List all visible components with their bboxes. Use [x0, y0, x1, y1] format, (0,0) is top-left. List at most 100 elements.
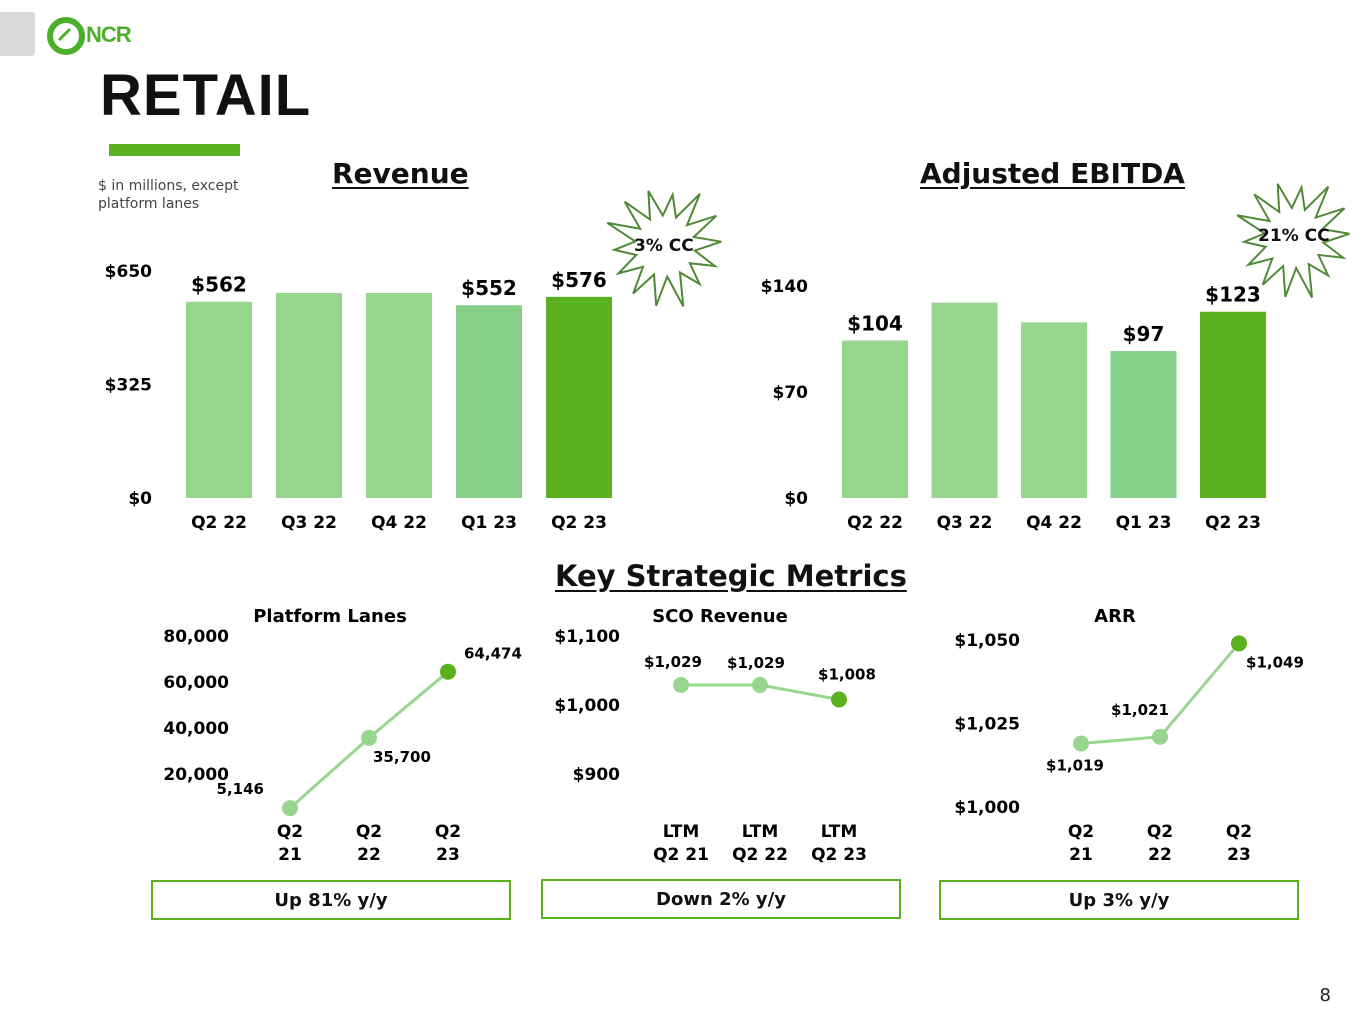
lanes-x-label-line1: Q2	[277, 822, 303, 842]
lanes-x-label-line1: Q2	[356, 822, 382, 842]
ebitda-bar	[1021, 322, 1087, 498]
arr-y-tick-label: $1,025	[954, 715, 1020, 735]
arr-series-line	[1080, 642, 1241, 746]
ebitda-bars	[842, 302, 1266, 498]
sco-summary-box: Down 2% y/y	[541, 879, 901, 919]
lanes-chart-title: Platform Lanes	[253, 606, 407, 627]
ebitda-x-label: Q1 23	[1116, 513, 1172, 533]
arr-x-label-line2: 22	[1148, 845, 1172, 865]
revenue-y-tick-label: $650	[105, 262, 152, 282]
sco-point-label: $1,029	[644, 653, 702, 671]
metrics-title: Key Strategic Metrics	[555, 559, 907, 593]
ebitda-bar	[931, 302, 998, 498]
sco-y-tick-label: $900	[573, 765, 620, 785]
ebitda-bar	[842, 340, 908, 498]
ebitda-x-label: Q2 22	[847, 513, 903, 533]
revenue-bar	[546, 296, 612, 498]
arr-x-label-line1: Q2	[1226, 822, 1252, 842]
sco-x-label-line1: LTM	[821, 822, 858, 842]
revenue-chart-title: Revenue	[332, 157, 469, 190]
title-underline-bar	[109, 144, 240, 156]
lanes-y-tick-label: 60,000	[163, 673, 229, 693]
sco-point	[831, 691, 847, 708]
revenue-bar	[276, 293, 342, 498]
sco-y-tick-label: $1,100	[554, 627, 620, 647]
revenue-x-label: Q2 22	[191, 513, 247, 533]
sco-chart: SCO Revenue $900 $1,000 $1,100 $1,029 LTM Q2 2…	[554, 606, 876, 865]
arr-x-label-line1: Q2	[1068, 822, 1094, 842]
lanes-x-label-line2: 23	[436, 845, 460, 865]
ebitda-y-ticks: $0 $70 $140	[761, 277, 808, 509]
arr-y-tick-label: $1,000	[954, 798, 1020, 818]
revenue-bars	[186, 293, 612, 498]
sco-point	[752, 676, 768, 693]
revenue-x-labels: Q2 22 Q3 22 Q4 22 Q1 23 Q2 23	[191, 513, 607, 533]
ebitda-bar-label: $104	[847, 312, 903, 336]
arr-point	[1152, 728, 1168, 745]
ebitda-x-label: Q2 23	[1205, 513, 1261, 533]
side-tab	[0, 12, 35, 56]
ebitda-x-label: Q3 22	[937, 513, 993, 533]
ncr-logo-icon	[47, 17, 85, 55]
page-title: RETAIL	[100, 63, 312, 128]
lanes-chart: Platform Lanes 20,000 40,000 60,000 80,000 5,…	[163, 606, 522, 865]
sco-x-label-line2: Q2 22	[732, 845, 788, 865]
revenue-callout-label: 3% CC	[634, 236, 694, 256]
revenue-bar-labels: $562 $552 $576	[191, 268, 607, 300]
lanes-point	[361, 729, 377, 746]
sco-y-tick-label: $1,000	[554, 696, 620, 716]
sco-point-label: $1,008	[818, 665, 876, 683]
lanes-point	[440, 663, 456, 680]
lanes-point	[282, 800, 298, 817]
units-note: $ in millions, except platform lanes	[98, 178, 239, 212]
revenue-x-label: Q3 22	[281, 513, 337, 533]
starburst-shape	[1236, 183, 1350, 298]
sco-summary-text: Down 2% y/y	[656, 888, 786, 910]
ebitda-y-tick-label: $0	[784, 489, 808, 509]
ebitda-bar-labels: $104 $97 $123	[847, 283, 1261, 346]
ebitda-bar	[1200, 311, 1266, 498]
arr-point	[1073, 735, 1089, 752]
sco-point	[673, 676, 689, 693]
arr-x-label-line2: 21	[1069, 845, 1093, 865]
revenue-y-ticks: $0 $325 $650	[105, 262, 152, 509]
arr-point-label: $1,021	[1111, 701, 1169, 719]
lanes-point-label: 5,146	[217, 780, 264, 798]
arr-point-label: $1,019	[1046, 757, 1104, 775]
lanes-point-label: 64,474	[464, 645, 522, 663]
arr-chart: ARR $1,000 $1,025 $1,050 $1,019 Q2 21 $1,021 Q2 2…	[954, 606, 1304, 865]
revenue-x-label: Q4 22	[371, 513, 427, 533]
revenue-bar	[186, 301, 252, 498]
starburst-shape	[606, 190, 722, 307]
arr-point	[1231, 635, 1247, 652]
sco-x-label-line2: Q2 21	[653, 845, 709, 865]
arr-chart-title: ARR	[1094, 606, 1136, 627]
lanes-y-tick-label: 20,000	[163, 765, 229, 785]
revenue-chart: $0$325$650 $562 $552 $576 Q2 22 Q3 22 Q4 22 Q…	[105, 262, 612, 533]
ebitda-y-tick-label: $70	[773, 383, 809, 403]
ebitda-bar-label: $97	[1123, 322, 1165, 346]
lanes-y-tick-label: 40,000	[163, 719, 229, 739]
revenue-y-tick-label: $325	[105, 376, 152, 396]
revenue-bar	[456, 305, 522, 498]
sco-x-label-line1: LTM	[663, 822, 700, 842]
revenue-x-label: Q2 23	[551, 513, 607, 533]
lanes-x-label-line2: 22	[357, 845, 381, 865]
ebitda-bar	[1110, 351, 1177, 498]
ebitda-callout-label: 21% CC	[1258, 226, 1330, 246]
lanes-summary-text: Up 81% y/y	[274, 889, 388, 911]
revenue-bar	[366, 293, 432, 498]
sco-x-label-line1: LTM	[742, 822, 779, 842]
ebitda-bar-label: $123	[1205, 283, 1261, 307]
arr-summary-text: Up 3% y/y	[1068, 889, 1170, 911]
lanes-x-label-line1: Q2	[435, 822, 461, 842]
ebitda-callout-burst	[1236, 183, 1350, 298]
ebitda-chart: $0 $70 $140 $104 $97 $123 Q2 22 Q3 22 Q4 22 Q1 …	[761, 277, 1266, 533]
arr-y-tick-label: $1,050	[954, 631, 1020, 651]
revenue-x-label: Q1 23	[461, 513, 517, 533]
lanes-summary-box: Up 81% y/y	[151, 880, 511, 920]
arr-x-label-line1: Q2	[1147, 822, 1173, 842]
sco-chart-title: SCO Revenue	[652, 606, 788, 627]
revenue-bar-label: $576	[551, 268, 607, 292]
lanes-x-label-line2: 21	[278, 845, 302, 865]
